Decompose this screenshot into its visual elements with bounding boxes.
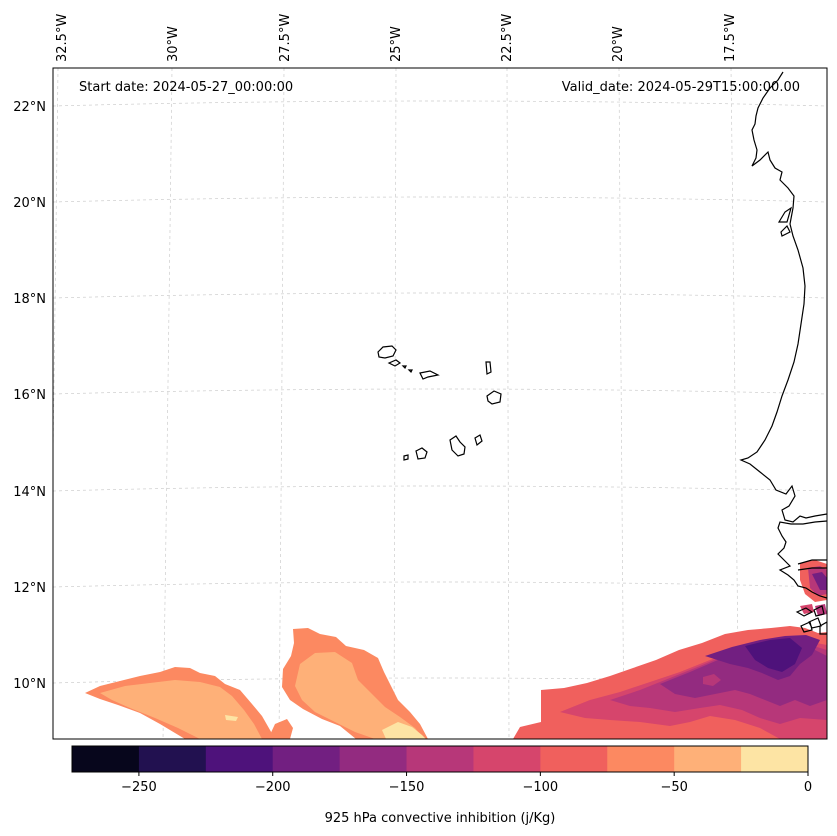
east-region-6	[745, 638, 802, 672]
lon-label-22-5w: 22.5°W	[500, 14, 515, 62]
start-date-label: Start date: 2024-05-27_00:00:00	[79, 80, 293, 95]
island-sal	[485, 361, 492, 375]
map-panel: Start date: 2024-05-27_00:00:00 Valid_da…	[13, 14, 828, 740]
lat-label-20n: 20°N	[13, 196, 46, 211]
lon-label-27-5w: 27.5°W	[278, 14, 293, 62]
lon-label-30w: 30°W	[166, 26, 181, 62]
lat-label-16n: 16°N	[13, 388, 46, 403]
island-sao-nicolau	[419, 370, 440, 380]
central-region-light	[295, 652, 424, 739]
west-region-pale	[225, 715, 238, 721]
colorbar-swatch	[272, 746, 341, 772]
longitude-labels: 32.5°W 30°W 27.5°W 25°W 22.5°W 20°W 17.5…	[55, 14, 738, 62]
colorbar-tick-label: −100	[523, 780, 559, 795]
colorbar-swatch	[540, 746, 608, 772]
island-santa-luzia	[401, 365, 413, 374]
island-sao-vicente	[387, 359, 402, 367]
colorbar-tick-label: −150	[389, 780, 425, 795]
colorbar-tick-label: 0	[804, 780, 812, 795]
map-content	[53, 68, 827, 739]
lon-label-25w: 25°W	[389, 26, 404, 62]
lat-label-10n: 10°N	[13, 677, 46, 692]
island-santiago	[449, 435, 466, 457]
colorbar-frame	[71, 745, 809, 773]
gambia-river	[797, 559, 827, 571]
colorbar-swatch	[674, 746, 742, 772]
west-small-patch	[268, 719, 293, 739]
island-maio	[474, 434, 483, 447]
island-santo-antao	[377, 345, 397, 359]
lon-label-17-5w: 17.5°W	[723, 14, 738, 62]
colorbar-swatch	[406, 746, 474, 772]
colorbar-swatch	[72, 746, 140, 772]
gambia-region-3	[812, 572, 827, 590]
bijagos-islands	[795, 605, 827, 635]
cin-contours	[85, 560, 827, 739]
central-region-pale	[382, 722, 426, 739]
map-frame	[52, 67, 828, 740]
parallel-18n	[53, 292, 827, 299]
island-boa-vista	[486, 390, 502, 405]
west-region-light	[100, 680, 262, 739]
coastlines	[377, 71, 827, 635]
colorbar-tick-label: −50	[660, 780, 687, 795]
colorbar-swatches	[72, 746, 809, 772]
colorbar-title: 925 hPa convective inhibition (j/Kg)	[325, 811, 556, 826]
lon-label-20w: 20°W	[611, 26, 626, 62]
colorbar-swatch	[473, 746, 541, 772]
colorbar-tick-label: −200	[255, 780, 291, 795]
lat-label-18n: 18°N	[13, 292, 46, 307]
parallel-14n	[53, 485, 827, 492]
colorbar-swatch	[607, 746, 675, 772]
map-background	[53, 68, 827, 739]
colorbar-swatch	[339, 746, 408, 772]
colorbar-swatch	[741, 746, 809, 772]
colorbar-tick-label: −250	[121, 780, 157, 795]
senegal-gambia-coast	[777, 520, 827, 599]
colorbar-swatch	[205, 746, 274, 772]
colorbar: −250 −200 −150 −100 −50 0 925 hPa convective …	[71, 745, 812, 826]
parallel-20n	[53, 196, 827, 203]
lat-label-14n: 14°N	[13, 485, 46, 500]
latitude-labels: 22°N 20°N 18°N 16°N 14°N 12°N 10°N	[13, 100, 46, 692]
colorbar-swatch	[138, 746, 207, 772]
east-small-patch	[703, 674, 721, 686]
lat-label-22n: 22°N	[13, 100, 46, 115]
island-fogo	[415, 447, 428, 460]
lat-label-12n: 12°N	[13, 581, 46, 596]
valid-date-label: Valid_date: 2024-05-29T15:00:00.00	[562, 80, 800, 95]
island-brava	[403, 454, 409, 461]
colorbar-ticks: −250 −200 −150 −100 −50 0	[121, 772, 812, 795]
parallel-22n	[53, 100, 827, 107]
lon-label-32-5w: 32.5°W	[55, 14, 70, 62]
parallel-12n	[53, 581, 827, 588]
africa-coastline	[739, 71, 827, 523]
coastal-inlet	[777, 206, 793, 237]
parallel-16n	[53, 388, 827, 395]
